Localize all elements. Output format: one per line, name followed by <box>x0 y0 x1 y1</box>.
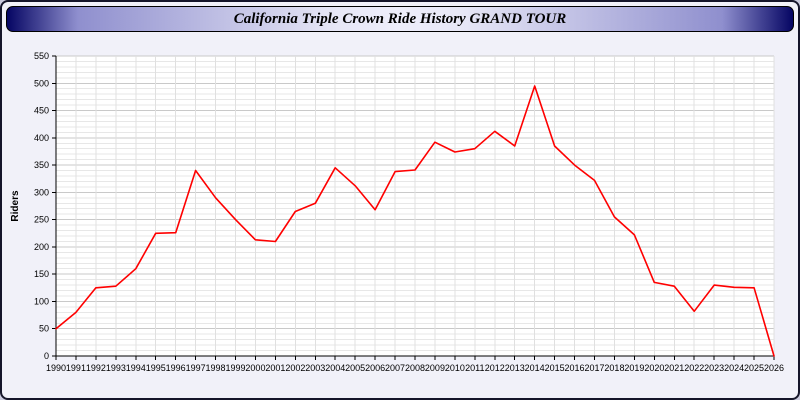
svg-text:2026: 2026 <box>764 363 784 373</box>
svg-text:1993: 1993 <box>106 363 126 373</box>
chart-panel: 0 50 100 150 200 250 300 350 400 450 500 550 1990 199… <box>6 40 794 392</box>
svg-text:100: 100 <box>34 296 49 306</box>
svg-text:2007: 2007 <box>385 363 405 373</box>
svg-text:2015: 2015 <box>545 363 565 373</box>
svg-text:2011: 2011 <box>465 363 484 373</box>
svg-text:2017: 2017 <box>584 363 604 373</box>
svg-text:2006: 2006 <box>365 363 385 373</box>
svg-text:2012: 2012 <box>485 363 505 373</box>
svg-text:2022: 2022 <box>684 363 704 373</box>
svg-text:50: 50 <box>39 324 49 334</box>
svg-text:2002: 2002 <box>285 363 305 373</box>
svg-text:2014: 2014 <box>525 363 545 373</box>
svg-text:1995: 1995 <box>146 363 166 373</box>
svg-text:150: 150 <box>34 269 49 279</box>
svg-text:400: 400 <box>34 133 49 143</box>
chart-title: California Triple Crown Ride History GRA… <box>233 10 567 27</box>
svg-text:2023: 2023 <box>704 363 724 373</box>
chart-title-bar: California Triple Crown Ride History GRA… <box>6 6 794 32</box>
svg-text:1999: 1999 <box>225 363 245 373</box>
svg-text:2004: 2004 <box>325 363 345 373</box>
svg-text:2000: 2000 <box>245 363 265 373</box>
svg-text:1992: 1992 <box>86 363 106 373</box>
svg-text:2003: 2003 <box>305 363 325 373</box>
svg-text:2001: 2001 <box>265 363 285 373</box>
svg-text:2025: 2025 <box>744 363 764 373</box>
svg-text:200: 200 <box>34 242 49 252</box>
svg-text:1997: 1997 <box>186 363 206 373</box>
svg-text:2013: 2013 <box>505 363 525 373</box>
svg-text:500: 500 <box>34 78 49 88</box>
svg-text:1991: 1991 <box>66 363 86 373</box>
svg-text:2009: 2009 <box>425 363 445 373</box>
svg-text:2010: 2010 <box>445 363 465 373</box>
svg-text:2005: 2005 <box>345 363 365 373</box>
svg-text:Riders: Riders <box>10 190 21 222</box>
svg-text:2020: 2020 <box>644 363 664 373</box>
svg-text:450: 450 <box>34 106 49 116</box>
svg-text:1994: 1994 <box>126 363 146 373</box>
svg-text:1990: 1990 <box>46 363 66 373</box>
svg-text:350: 350 <box>34 160 49 170</box>
svg-text:2016: 2016 <box>565 363 585 373</box>
svg-text:1998: 1998 <box>206 363 226 373</box>
svg-text:2008: 2008 <box>405 363 425 373</box>
svg-text:550: 550 <box>34 51 49 61</box>
svg-text:0: 0 <box>44 351 49 361</box>
svg-text:2024: 2024 <box>724 363 744 373</box>
svg-text:2021: 2021 <box>664 363 684 373</box>
svg-text:1996: 1996 <box>166 363 186 373</box>
svg-text:2018: 2018 <box>604 363 624 373</box>
svg-text:250: 250 <box>34 215 49 225</box>
svg-text:300: 300 <box>34 187 49 197</box>
svg-text:2019: 2019 <box>624 363 644 373</box>
